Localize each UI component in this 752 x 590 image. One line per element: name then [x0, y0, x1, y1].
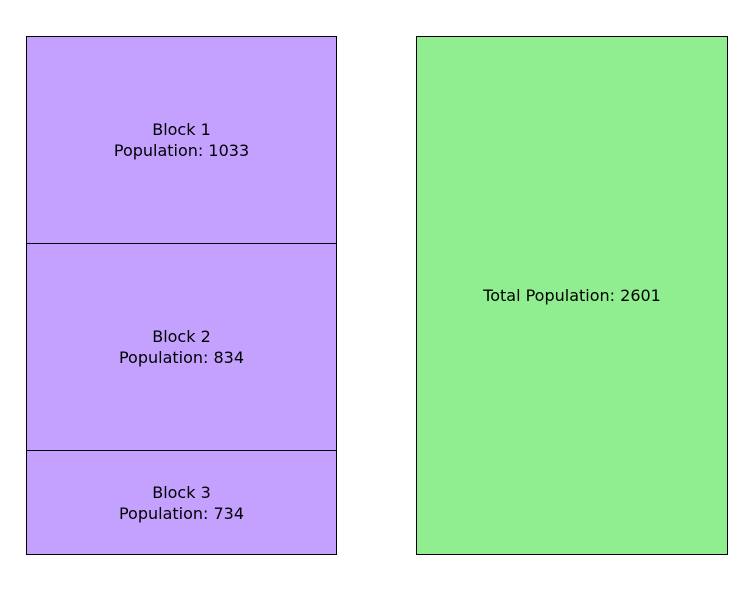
block-2-name: Block 2 — [152, 327, 211, 346]
block-1-box: Block 1 Population: 1033 — [26, 36, 337, 244]
total-population-box: Total Population: 2601 — [416, 36, 728, 555]
block-3-name: Block 3 — [152, 482, 211, 502]
block-3-box: Block 3 Population: 734 — [26, 450, 337, 555]
block-2-box: Block 2 Population: 834 — [26, 243, 337, 451]
blocks-stack: Block 1 Population: 1033 Block 2 Populat… — [26, 36, 337, 555]
block-1-population: Population: 1033 — [113, 141, 250, 160]
total-population-label: Total Population: 2601 — [483, 286, 661, 305]
block-2-population: Population: 834 — [118, 348, 245, 367]
block-1-name: Block 1 — [152, 120, 211, 139]
block-3-population: Population: 734 — [118, 503, 245, 523]
